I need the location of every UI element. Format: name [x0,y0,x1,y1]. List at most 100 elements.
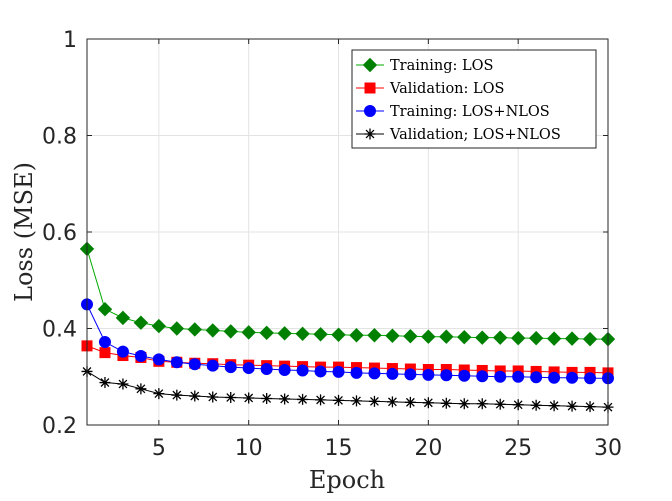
data-point [476,370,489,383]
legend-marker [364,105,376,117]
legend-label: Training: LOS+NLOS [390,104,550,120]
data-point [546,331,562,346]
data-point [207,391,219,403]
data-point [279,393,291,405]
data-point [242,362,255,375]
data-point [169,321,185,336]
data-point [403,329,418,344]
x-tick-label: 5 [152,436,166,461]
data-point [440,397,452,409]
data-point [206,359,219,372]
y-axis-label: Loss (MSE) [10,162,38,302]
x-tick-label: 10 [235,436,263,461]
data-point [116,345,129,358]
data-point [404,396,416,408]
legend-marker [364,128,376,140]
data-point [241,325,256,340]
data-point [548,400,560,412]
data-point [368,367,381,380]
data-point [260,363,273,376]
x-tick-labels: 5 10 15 20 25 30 [152,436,622,461]
legend-entry: Validation; LOS+NLOS [356,127,561,143]
data-point [117,378,129,390]
data-point [582,331,598,347]
data-point [422,368,435,381]
data-point [584,372,597,385]
data-point [386,367,399,380]
data-point [494,370,507,383]
legend-box [351,49,597,149]
y-tick-label: 0.2 [42,414,77,439]
legend-marker [362,57,378,73]
data-point [332,365,345,378]
data-point [171,389,183,401]
data-point [225,391,237,403]
legend-label: Validation; LOS+NLOS [389,127,561,143]
data-point [97,301,113,317]
x-tick-label: 15 [325,436,353,461]
data-point [187,322,203,337]
data-point [99,377,111,389]
data-point [584,401,596,413]
y-tick-label: 0.6 [42,221,77,246]
data-point [350,366,363,379]
plot-frame [86,38,609,426]
data-point [566,371,579,384]
data-point [261,392,273,404]
data-point [512,399,524,411]
data-point [243,392,255,404]
data-point [492,330,508,345]
data-point [297,393,309,405]
series-2 [81,298,614,385]
data-point [277,326,292,341]
data-point [404,368,417,381]
legend-marker [364,82,376,94]
data-point [314,365,327,378]
y-tick-labels: 0.2 0.4 0.6 0.8 1 [42,28,77,439]
data-point [494,398,506,410]
legend-label: Training: LOS [390,58,493,74]
data-point [564,331,580,346]
data-point [530,399,542,411]
data-point [566,400,578,412]
data-point [315,394,327,406]
y-tick-label: 0.8 [42,125,77,150]
series-group [79,241,616,413]
data-point [422,397,434,409]
data-point [259,325,274,341]
data-point [99,347,111,359]
data-point [421,329,436,344]
data-point [528,330,544,346]
data-point [439,329,454,344]
data-point [386,396,398,408]
data-point [440,369,453,382]
data-point [476,398,488,410]
data-point [548,371,561,384]
data-point [170,356,183,369]
data-point [278,363,291,376]
x-tick-label: 20 [414,436,442,461]
data-point [115,310,131,326]
legend-label: Validation: LOS [389,81,504,97]
data-point [153,388,165,400]
legend-entry: Validation: LOS [356,81,504,97]
data-point [224,361,237,374]
data-point [296,364,309,377]
data-point [349,328,364,343]
legend-entry: Training: LOS [356,57,493,74]
data-point [205,323,220,338]
data-point [475,330,490,345]
data-point [333,394,345,406]
x-axis-label: Epoch [309,466,385,494]
data-point [313,327,328,342]
legend: Training: LOS Validation: LOS Training: LO… [351,49,597,149]
data-point [133,315,149,330]
data-point [367,328,382,343]
x-tick-label: 30 [594,436,622,461]
legend-entry: Training: LOS+NLOS [356,104,550,120]
data-point [151,318,167,334]
data-point [295,326,310,342]
data-point [135,383,147,395]
data-point [368,395,380,407]
